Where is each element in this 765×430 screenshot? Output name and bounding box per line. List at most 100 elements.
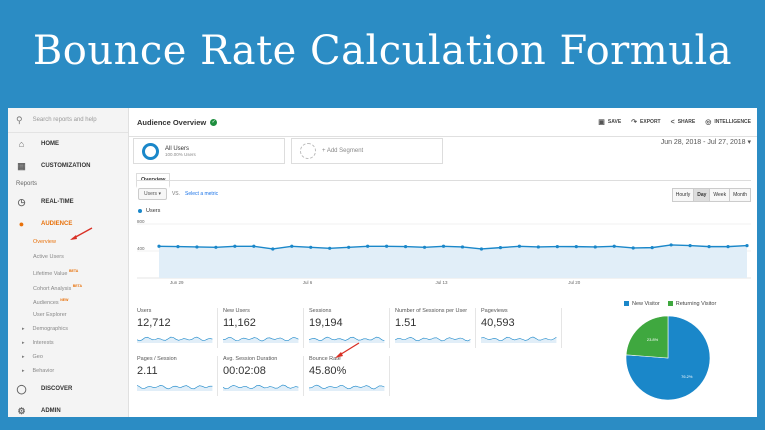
sidebar-sub-label: Lifetime Value <box>33 270 68 277</box>
sidebar-item-behavior[interactable]: ▸ Behavior <box>8 364 128 378</box>
pie-slice-label: 23.8% <box>647 337 659 342</box>
sidebar-item-audience[interactable]: ● AUDIENCE <box>8 213 128 235</box>
metric-sparkline <box>395 336 471 343</box>
share-button[interactable]: < SHARE <box>671 119 696 126</box>
metric-card[interactable]: New Users 11,162 <box>223 308 304 348</box>
metric-label: Pageviews <box>481 308 508 314</box>
x-tick-label: Jul 13 <box>435 280 448 285</box>
visitor-pie-chart: 76.2% 23.8% <box>625 315 711 401</box>
pie-legend: New Visitor Returning Visitor <box>624 301 716 307</box>
metric-selector[interactable]: Users ▾ <box>138 188 167 200</box>
sidebar-item-active-users[interactable]: Active Users <box>8 250 128 265</box>
metric-label: Users <box>137 308 152 314</box>
segment-all-users[interactable]: All Users 100.00% Users <box>133 138 285 164</box>
metric-sparkline <box>223 384 299 391</box>
report-actions: ▣ SAVE ↷ EXPORT < SHARE ◎ INTELLIGENCE <box>598 118 757 127</box>
sidebar-item-label: ADMIN <box>41 408 61 414</box>
metric-card[interactable]: Pages / Session 2.11 <box>137 356 218 396</box>
sidebar-item-cohort-analysis[interactable]: Cohort Analysis BETA <box>8 279 128 294</box>
data-point <box>290 244 294 248</box>
metric-sparkline <box>137 336 213 343</box>
pie-legend-returning: Returning Visitor <box>667 301 716 307</box>
metric-card[interactable]: Pageviews 40,593 <box>481 308 562 348</box>
data-point <box>612 244 616 248</box>
select-metric-link[interactable]: Select a metric <box>185 191 219 197</box>
intelligence-icon: ◎ <box>705 119 712 126</box>
date-range-picker[interactable]: Jun 28, 2018 - Jul 27, 2018 ▾ <box>661 138 751 146</box>
tab-divider <box>136 180 751 181</box>
sidebar-item-demographics[interactable]: ▸ Demographics <box>8 322 128 336</box>
sparkline-line <box>309 384 385 390</box>
granularity-hourly[interactable]: Hourly <box>671 188 695 202</box>
tab-bar: Overview <box>136 168 171 188</box>
sparkline-line <box>481 336 557 341</box>
metric-card[interactable]: Number of Sessions per User 1.51 <box>395 308 476 348</box>
sidebar-item-customization[interactable]: ▦ CUSTOMIZATION <box>8 155 128 177</box>
verified-shield-icon: ✓ <box>210 118 218 126</box>
metric-label: Number of Sessions per User <box>395 308 468 314</box>
granularity-month[interactable]: Month <box>729 188 751 202</box>
y-tick-label: 800 <box>137 219 145 224</box>
intelligence-label: INTELLIGENCE <box>714 119 751 125</box>
add-segment-button[interactable]: + Add Segment <box>291 138 443 164</box>
reports-heading: Reports <box>16 181 38 187</box>
metric-card[interactable]: Bounce Rate 45.80% <box>309 356 390 396</box>
empty-segment-icon <box>300 143 316 159</box>
pie-legend-label: New Visitor <box>632 301 660 307</box>
beta-badge: BETA <box>68 269 79 273</box>
sidebar-item-discover[interactable]: ◯ DISCOVER <box>8 378 128 400</box>
person-icon: ● <box>18 219 25 229</box>
sidebar-item-label: DISCOVER <box>41 386 73 392</box>
sparkline-area <box>481 337 557 343</box>
segment-name: All Users <box>165 145 190 152</box>
sidebar-item-user-explorer[interactable]: User Explorer <box>8 308 128 323</box>
segment-ring-icon <box>142 142 159 160</box>
sidebar-item-interests[interactable]: ▸ Interests <box>8 336 128 350</box>
home-icon: ⌂ <box>18 139 25 149</box>
legend-dot <box>138 209 142 213</box>
legend-swatch <box>667 301 673 307</box>
sidebar-sub-label: Audiences <box>33 299 59 306</box>
sidebar: ⚲ Search reports and help ⌂ HOME ▦ CUSTO… <box>8 108 129 417</box>
date-range-label: Jun 28, 2018 - Jul 27, 2018 <box>660 139 746 146</box>
metric-label: Sessions <box>309 308 332 314</box>
save-button[interactable]: ▣ SAVE <box>598 118 621 126</box>
data-point <box>593 245 597 249</box>
sidebar-sub-label: Geo <box>32 354 43 360</box>
sidebar-item-lifetime-value[interactable]: Lifetime Value BETA <box>8 264 128 279</box>
granularity-day[interactable]: Day <box>693 188 711 202</box>
sidebar-item-realtime[interactable]: ◷ REAL-TIME <box>8 191 128 213</box>
export-button[interactable]: ↷ EXPORT <box>631 118 660 126</box>
sidebar-item-label: REAL-TIME <box>41 199 74 205</box>
sidebar-sub-label: Behavior <box>32 368 55 374</box>
metric-selector-label: Users <box>144 191 158 197</box>
chart-legend: Users <box>138 208 160 214</box>
x-tick-label: Jun 29 <box>169 280 184 285</box>
sidebar-sub-label: User Explorer <box>33 311 67 318</box>
sidebar-item-audiences[interactable]: Audiences NEW <box>8 293 128 308</box>
metric-card[interactable]: Avg. Session Duration 00:02:08 <box>223 356 304 396</box>
sidebar-item-geo[interactable]: ▸ Geo <box>8 350 128 364</box>
metric-controls: Users ▾ VS. Select a metric <box>138 188 218 200</box>
sparkline-line <box>137 384 213 390</box>
metric-value: 11,162 <box>223 317 256 329</box>
intelligence-button[interactable]: ◎ INTELLIGENCE <box>705 118 751 126</box>
series-area <box>159 244 747 278</box>
metric-card[interactable]: Users 12,712 <box>137 308 218 348</box>
granularity-week[interactable]: Week <box>709 188 731 202</box>
data-point <box>460 245 465 249</box>
sidebar-sub-label: Active Users <box>33 253 64 260</box>
sidebar-item-home[interactable]: ⌂ HOME <box>8 133 128 155</box>
sidebar-search[interactable]: ⚲ Search reports and help <box>8 108 128 133</box>
save-icon: ▣ <box>598 119 605 126</box>
data-point <box>574 245 578 249</box>
share-icon: < <box>670 118 675 126</box>
topbar: Audience Overview ✓ ▣ SAVE ↷ EXPORT < SHARE… <box>129 108 757 137</box>
sidebar-item-admin[interactable]: ⚙ ADMIN <box>8 400 128 417</box>
data-point <box>422 245 427 249</box>
segment-share: 100.00% Users <box>165 151 196 157</box>
metric-card[interactable]: Sessions 19,194 <box>309 308 390 348</box>
sidebar-item-overview[interactable]: Overview <box>8 235 128 250</box>
vs-label: VS. <box>171 191 181 197</box>
data-point <box>309 245 313 249</box>
